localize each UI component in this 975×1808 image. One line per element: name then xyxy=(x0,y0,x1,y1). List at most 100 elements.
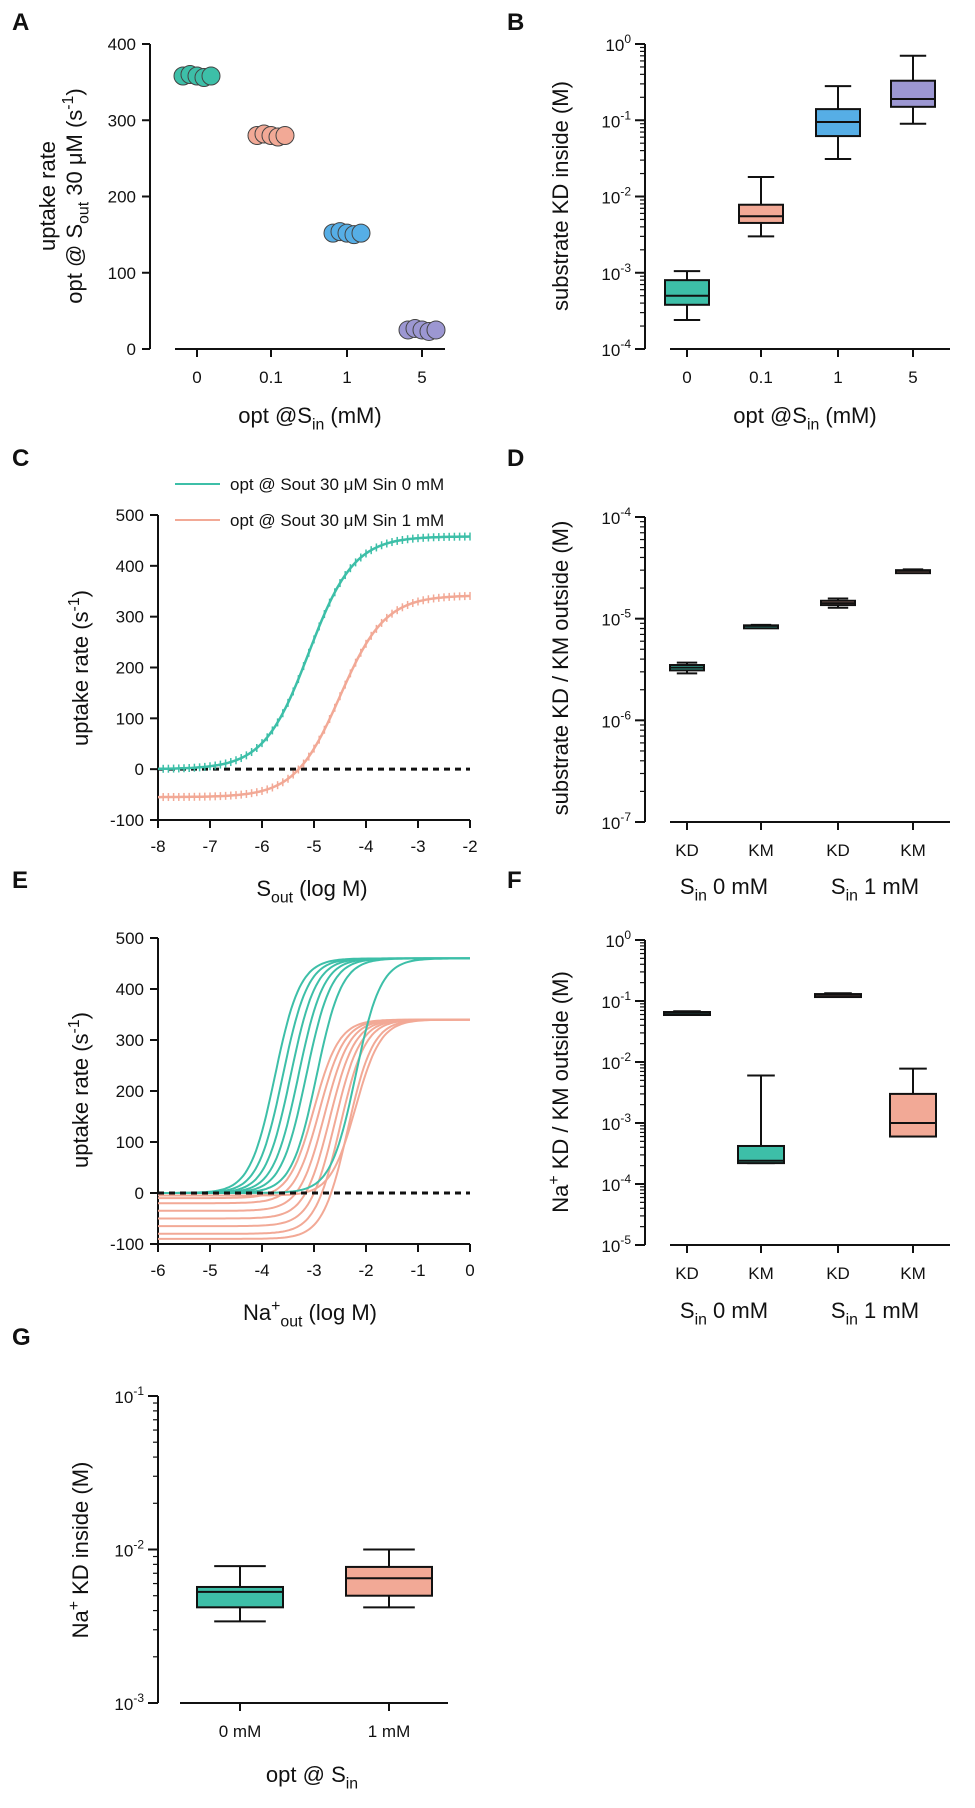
series-line xyxy=(158,1018,470,1212)
tick-label: 10-2 xyxy=(114,1538,144,1561)
x-tick-label: -8 xyxy=(150,837,165,856)
x-tick-label: -6 xyxy=(150,1261,165,1280)
panel-c-chart: -100 0 100 200 300 400 500 -8 -7 -6 -5 -4 -3 -2 opt @ … xyxy=(66,475,477,907)
y-axis-label: Na+ KD inside (M) xyxy=(66,1462,93,1639)
y-axis-label: uptake rate xyxy=(35,141,60,251)
group-label: Sin 1 mM xyxy=(831,1298,919,1329)
y-tick-label: 0 xyxy=(127,340,136,359)
y-tick-label: 500 xyxy=(116,506,144,525)
x-tick-label: -3 xyxy=(306,1261,321,1280)
tick-label: 10-2 xyxy=(601,185,631,208)
x-tick-label: KM xyxy=(748,841,774,860)
y-axis-label: uptake rate (s-1) xyxy=(66,1012,93,1168)
y-tick-label: 0 xyxy=(135,1184,144,1203)
series-line xyxy=(158,957,470,1194)
x-tick-label: KM xyxy=(900,1264,926,1283)
y-tick-label: 400 xyxy=(116,980,144,999)
y-axis-label: Na+ KD / KM outside (M) xyxy=(546,971,573,1213)
y-tick-label: 100 xyxy=(108,264,136,283)
data-point xyxy=(275,126,295,145)
x-tick-label: KM xyxy=(748,1264,774,1283)
group-label: Sin 0 mM xyxy=(680,1298,768,1329)
panel-d-chart: 10-4 10-5 10-6 10-7 KD KM KD KM substrate KD / K… xyxy=(548,505,950,905)
legend-label: opt @ Sout 30 μM Sin 1 mM xyxy=(230,511,444,530)
x-tick-label: 0 xyxy=(465,1261,474,1280)
x-tick-label: 1 xyxy=(833,368,842,387)
y-tick-label: 400 xyxy=(108,35,136,54)
tick-label: 10-4 xyxy=(601,337,631,360)
x-tick-label: 1 mM xyxy=(368,1722,411,1741)
x-tick-label: 5 xyxy=(417,368,426,387)
panel-e-chart: -100 0 100 200 300 400 500 -6 -5 -4 -3 -2 -1 0 uptake … xyxy=(66,929,475,1331)
x-tick-label: -4 xyxy=(254,1261,269,1280)
tick-label: 10-7 xyxy=(601,810,631,833)
x-tick-label: 5 xyxy=(908,368,917,387)
x-tick-label: -6 xyxy=(254,837,269,856)
tick-label: 10-1 xyxy=(114,1384,144,1407)
tick-label: 10-1 xyxy=(601,108,631,131)
tick-label: 10-6 xyxy=(601,708,631,731)
box xyxy=(737,1144,785,1165)
x-tick-label: 1 xyxy=(342,368,351,387)
tick-label: 10-2 xyxy=(601,1050,631,1073)
box xyxy=(664,279,710,306)
x-tick-label: 0.1 xyxy=(749,368,773,387)
x-tick-label: 0.1 xyxy=(259,368,283,387)
x-axis-label: Sout (log M) xyxy=(256,876,367,907)
y-tick-label: -100 xyxy=(110,811,144,830)
tick-label: 10-5 xyxy=(601,1233,631,1256)
x-tick-label: -3 xyxy=(410,837,425,856)
x-tick-label: KD xyxy=(826,1264,850,1283)
tick-label: 10-3 xyxy=(114,1691,144,1714)
series-line xyxy=(158,1018,470,1197)
x-tick-label: KM xyxy=(900,841,926,860)
panel-letter-E: E xyxy=(12,867,28,894)
y-tick-label: 200 xyxy=(116,659,144,678)
x-tick-label: -2 xyxy=(462,837,477,856)
y-axis-label: uptake rate (s-1) xyxy=(66,590,93,746)
y-tick-label: -100 xyxy=(110,1235,144,1254)
panel-f-chart: 100 10-1 10-2 10-3 10-4 10-5 KD KM KD KM Na+ KD / … xyxy=(546,928,950,1329)
x-tick-label: KD xyxy=(826,841,850,860)
y-tick-label: 200 xyxy=(116,1082,144,1101)
y-tick-label: 100 xyxy=(116,709,144,728)
data-point xyxy=(426,320,446,340)
series-line xyxy=(158,957,470,1194)
series-line xyxy=(158,957,470,1194)
box xyxy=(738,203,784,224)
y-tick-label: 300 xyxy=(108,111,136,130)
series-line xyxy=(158,957,470,1194)
x-tick-label: 0 xyxy=(682,368,691,387)
panel-letter-G: G xyxy=(12,1324,31,1351)
series-line xyxy=(158,957,470,1194)
series-line xyxy=(157,535,471,771)
y-tick-label: 300 xyxy=(116,608,144,627)
group-label: Sin 0 mM xyxy=(680,874,768,905)
tick-label: 100 xyxy=(605,928,631,951)
panel-letter-C: C xyxy=(12,445,29,472)
x-tick-label: -2 xyxy=(358,1261,373,1280)
x-axis-label: Na+out (log M) xyxy=(243,1298,377,1330)
y-axis-label: opt @ Sout 30 μM (s-1) xyxy=(60,88,92,303)
box xyxy=(196,1585,284,1609)
y-tick-label: 100 xyxy=(116,1133,144,1152)
x-axis-label: opt @Sin (mM) xyxy=(733,403,876,434)
tick-label: 10-3 xyxy=(601,1111,631,1134)
tick-label: 10-4 xyxy=(601,505,631,528)
x-tick-label: -1 xyxy=(410,1261,425,1280)
y-axis-label: substrate KD / KM outside (M) xyxy=(548,521,573,816)
y-tick-label: 200 xyxy=(108,188,136,207)
y-axis-label: substrate KD inside (M) xyxy=(548,81,573,311)
panel-letter-F: F xyxy=(507,867,522,894)
x-axis-label: opt @ Sin xyxy=(266,1762,358,1793)
tick-label: 10-5 xyxy=(601,607,631,630)
panel-letter-B: B xyxy=(507,9,524,36)
panel-letter-A: A xyxy=(12,9,29,36)
group-label: Sin 1 mM xyxy=(831,874,919,905)
x-tick-label: -7 xyxy=(202,837,217,856)
tick-label: 100 xyxy=(605,32,631,55)
x-tick-label: KD xyxy=(675,1264,699,1283)
panel-g-chart: 10-1 10-2 10-3 0 mM 1 mM Na+ KD inside (M) opt… xyxy=(66,1384,448,1793)
x-tick-label: 0 xyxy=(192,368,201,387)
